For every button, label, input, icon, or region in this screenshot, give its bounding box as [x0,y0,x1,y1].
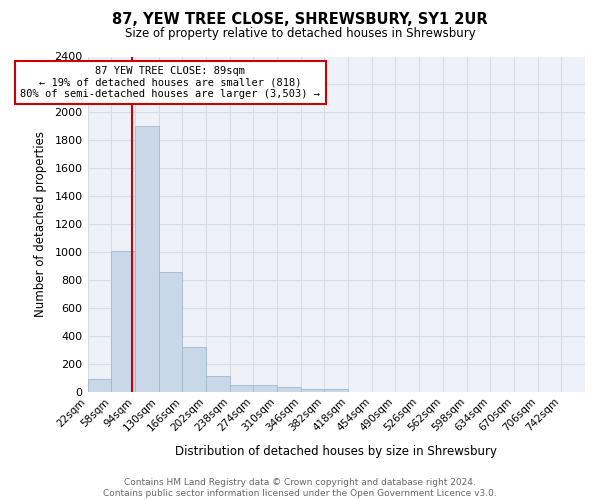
Bar [301,388,325,392]
Bar [135,126,158,392]
Text: 87 YEW TREE CLOSE: 89sqm
← 19% of detached houses are smaller (818)
80% of semi-: 87 YEW TREE CLOSE: 89sqm ← 19% of detach… [20,66,320,99]
Bar [325,388,348,392]
Bar [230,384,253,392]
Bar [111,250,135,392]
Bar [253,385,277,392]
Text: Size of property relative to detached houses in Shrewsbury: Size of property relative to detached ho… [125,28,475,40]
Text: Contains HM Land Registry data © Crown copyright and database right 2024.
Contai: Contains HM Land Registry data © Crown c… [103,478,497,498]
Bar [277,387,301,392]
Y-axis label: Number of detached properties: Number of detached properties [34,131,47,317]
Bar [206,376,230,392]
Text: 87, YEW TREE CLOSE, SHREWSBURY, SY1 2UR: 87, YEW TREE CLOSE, SHREWSBURY, SY1 2UR [112,12,488,28]
Bar [88,379,111,392]
Bar [182,347,206,392]
Bar [158,272,182,392]
X-axis label: Distribution of detached houses by size in Shrewsbury: Distribution of detached houses by size … [175,444,497,458]
